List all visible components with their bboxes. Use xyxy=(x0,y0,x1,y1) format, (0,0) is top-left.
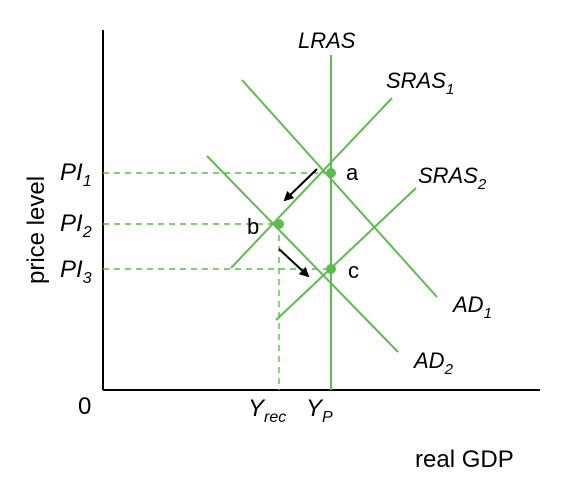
sras2-curve xyxy=(275,187,417,321)
ad1-curve xyxy=(241,79,438,298)
point-b-dot xyxy=(274,219,284,229)
ad1-label: AD1 xyxy=(451,292,492,322)
point-c-dot xyxy=(326,264,336,274)
point-a-label: a xyxy=(346,160,359,185)
arrow-a-to-b xyxy=(283,168,318,202)
ad2-curve xyxy=(206,155,399,353)
pl1-label: PI1 xyxy=(60,159,92,190)
point-b-label: b xyxy=(247,214,259,239)
x-axis-label: real GDP xyxy=(415,446,514,473)
origin-label: 0 xyxy=(78,393,91,420)
y-axis-label: price level xyxy=(23,176,50,284)
pl2-label: PI2 xyxy=(60,210,92,241)
ad2-label: AD2 xyxy=(412,348,454,378)
point-c-label: c xyxy=(348,258,359,283)
sras1-curve xyxy=(230,97,393,269)
lras-label: LRAS xyxy=(298,28,356,53)
yp-label: YP xyxy=(306,395,333,426)
point-a-dot xyxy=(326,168,336,178)
arrow-b-to-c xyxy=(278,248,310,278)
pl3-label: PI3 xyxy=(60,256,92,287)
yrec-label: Yrec xyxy=(248,395,286,426)
sras1-label: SRAS1 xyxy=(386,68,454,98)
sras2-label: SRAS2 xyxy=(418,163,487,193)
